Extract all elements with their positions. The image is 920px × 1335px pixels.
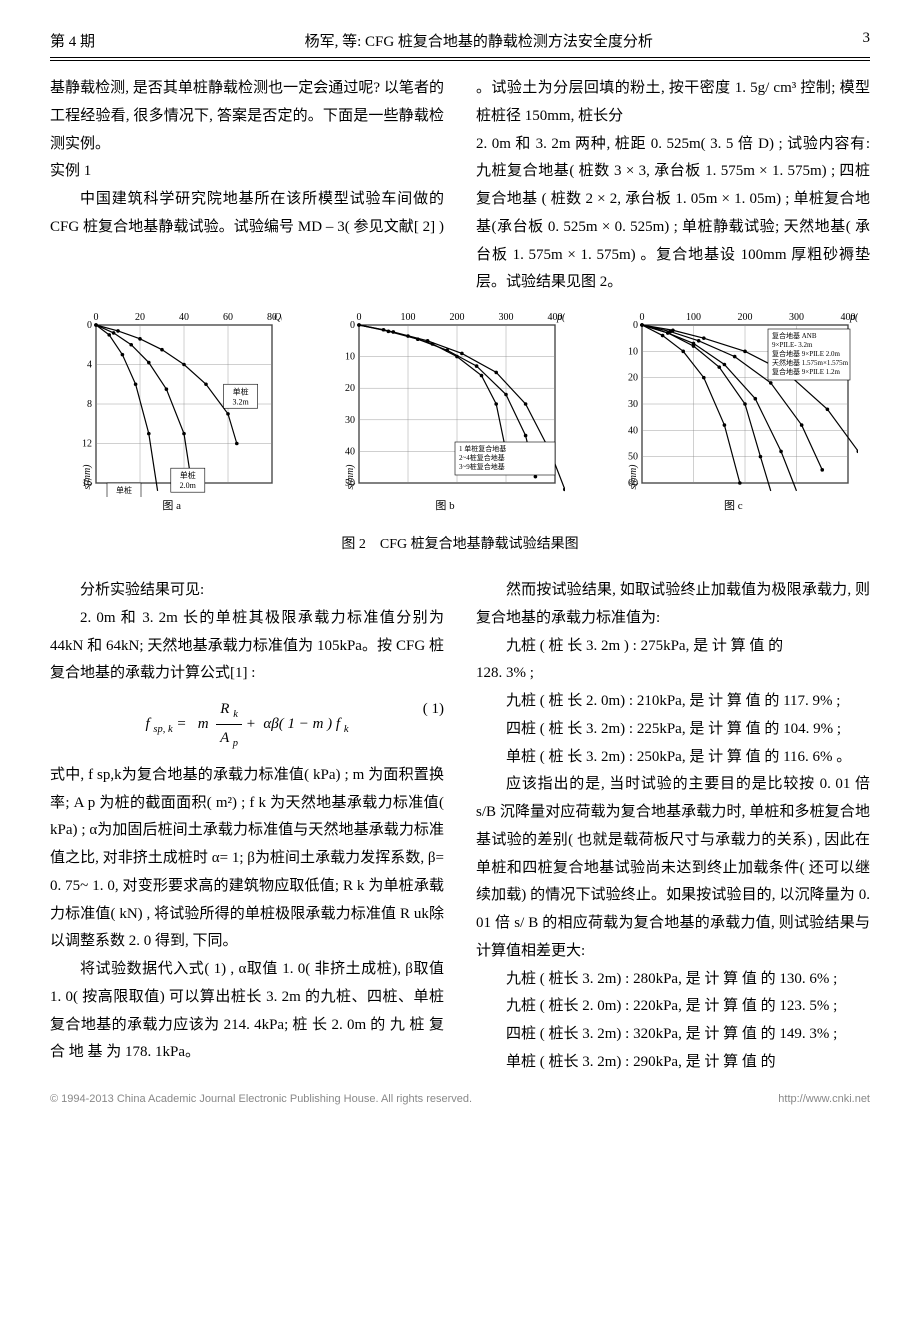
upper-text-block: 基静载检测, 是否其单桩静载检测也一定会通过呢? 以笔者的工程经验看, 很多情况… [50, 75, 870, 297]
svg-text:9×PILE- 3.2m: 9×PILE- 3.2m [772, 341, 813, 349]
svg-text:s(mm): s(mm) [82, 464, 93, 490]
svg-text:单桩: 单桩 [179, 470, 195, 480]
svg-text:3~9桩复合地基: 3~9桩复合地基 [459, 462, 505, 471]
svg-text:100: 100 [400, 312, 415, 323]
svg-text:复合地基 9×PILE 1.2m: 复合地基 9×PILE 1.2m [772, 367, 840, 376]
svg-text:0: 0 [640, 312, 645, 323]
para: 将试验数据代入式( 1) , α取值 1. 0( 非挤土成桩), β取值 1. … [50, 956, 444, 1067]
svg-text:0: 0 [350, 320, 355, 331]
subplot-label: 图 c [608, 497, 858, 513]
svg-text:40: 40 [345, 446, 355, 457]
footer-right: http://www.cnki.net [778, 1093, 870, 1105]
para: 应该指出的是, 当时试验的主要目的是比较按 0. 01 倍 s/B 沉降量对应荷… [476, 771, 870, 965]
lower-text-block: 分析实验结果可见: 2. 0m 和 3. 2m 长的单桩其极限承载力标准值分别为… [50, 577, 870, 1077]
svg-text:10: 10 [345, 352, 355, 363]
svg-text:200: 200 [449, 312, 464, 323]
svg-text:1 单桩复合地基: 1 单桩复合地基 [459, 444, 506, 453]
svg-text:复合地基 ANB: 复合地基 ANB [772, 331, 817, 340]
svg-text:12: 12 [82, 439, 92, 450]
para: 单桩 ( 桩 长 3. 2m) : 250kPa, 是 计 算 值 的 116.… [476, 744, 870, 772]
svg-text:0: 0 [356, 312, 361, 323]
para: 式中, f sp,k为复合地基的承载力标准值( kPa) ; m 为面积置换率;… [50, 762, 444, 956]
para: 九桩 ( 桩长 2. 0m) : 220kPa, 是 计 算 值 的 123. … [476, 993, 870, 1021]
para: 四桩 ( 桩 长 3. 2m) : 225kPa, 是 计 算 值 的 104.… [476, 716, 870, 744]
para: 九桩 ( 桩长 3. 2m) : 280kPa, 是 计 算 值 的 130. … [476, 966, 870, 994]
svg-text:2~4桩复合地基: 2~4桩复合地基 [459, 453, 505, 462]
formula-1: f sp, k = m R kA p + αβ( 1 − m ) f k ( 1… [50, 696, 444, 754]
svg-text:0: 0 [87, 320, 92, 331]
subplot-label: 图 a [62, 497, 282, 513]
header-left: 第 4 期 [50, 30, 95, 51]
chart-b: 010020030040001020304050p(kPa)s(mm)1 单桩复… [325, 307, 565, 513]
footer-left: © 1994-2013 China Academic Journal Elect… [50, 1093, 472, 1105]
figure-caption: 图 2 CFG 桩复合地基静载试验结果图 [50, 533, 870, 553]
svg-text:20: 20 [628, 373, 638, 384]
svg-text:20: 20 [135, 312, 145, 323]
para: 分析实验结果可见: [50, 577, 444, 605]
para: 九桩 ( 桩 长 2. 0m) : 210kPa, 是 计 算 值 的 117.… [476, 688, 870, 716]
svg-text:Q(kN): Q(kN) [274, 312, 282, 323]
svg-text:20: 20 [345, 383, 355, 394]
svg-text:30: 30 [628, 399, 638, 410]
svg-text:1.2m: 1.2m [116, 496, 133, 497]
header-center: 杨军, 等: CFG 桩复合地基的静载检测方法安全度分析 [305, 30, 653, 51]
svg-text:天然地基 1.575m×1.575m: 天然地基 1.575m×1.575m [772, 358, 849, 367]
running-head: 第 4 期 杨军, 等: CFG 桩复合地基的静载检测方法安全度分析 3 [50, 30, 870, 55]
para: 单桩 ( 桩长 3. 2m) : 290kPa, 是 计 算 值 的 [476, 1049, 870, 1077]
para: 然而按试验结果, 如取试验终止加载值为极限承载力, 则复合地基的承载力标准值为: [476, 577, 870, 633]
svg-text:3.2m: 3.2m [232, 397, 249, 406]
svg-text:单桩: 单桩 [116, 485, 132, 495]
svg-text:300: 300 [498, 312, 513, 323]
svg-text:40: 40 [179, 312, 189, 323]
svg-text:0: 0 [633, 320, 638, 331]
para: 基静载检测, 是否其单桩静载检测也一定会通过呢? 以笔者的工程经验看, 很多情况… [50, 75, 444, 158]
svg-text:s(mm): s(mm) [345, 464, 356, 490]
chart-a: 0204060800481216Q(kN)s(mm)单桩3.2m单桩2.0m单桩… [62, 307, 282, 513]
para: 128. 3% ; [476, 660, 870, 688]
svg-text:0: 0 [93, 312, 98, 323]
figure-2-charts: 0204060800481216Q(kN)s(mm)单桩3.2m单桩2.0m单桩… [50, 307, 870, 513]
footer: © 1994-2013 China Academic Journal Elect… [0, 1087, 920, 1115]
svg-text:p(kPa): p(kPa) [849, 312, 858, 323]
svg-text:300: 300 [789, 312, 804, 323]
eq-number: ( 1) [423, 696, 444, 724]
subplot-label: 图 b [325, 497, 565, 513]
header-right: 3 [863, 30, 871, 51]
svg-text:复合地基 9×PILE 2.0m: 复合地基 9×PILE 2.0m [772, 349, 840, 358]
svg-text:8: 8 [87, 399, 92, 410]
example-label: 实例 1 [50, 158, 444, 186]
svg-text:4: 4 [87, 360, 92, 371]
svg-text:p(kPa): p(kPa) [556, 312, 565, 323]
svg-text:10: 10 [628, 346, 638, 357]
svg-text:50: 50 [628, 452, 638, 463]
para: 九桩 ( 桩 长 3. 2m ) : 275kPa, 是 计 算 值 的 [476, 633, 870, 661]
para: 2. 0m 和 3. 2m 两种, 桩距 0. 525m( 3. 5 倍 D) … [476, 131, 870, 298]
para: 四桩 ( 桩长 3. 2m) : 320kPa, 是 计 算 值 的 149. … [476, 1021, 870, 1049]
svg-text:60: 60 [223, 312, 233, 323]
svg-text:30: 30 [345, 415, 355, 426]
svg-text:s(mm): s(mm) [628, 464, 639, 490]
chart-c: 01002003004000102030405060p(kPa)s(mm)复合地… [608, 307, 858, 513]
svg-text:2.0m: 2.0m [179, 481, 196, 490]
svg-text:200: 200 [738, 312, 753, 323]
svg-text:100: 100 [686, 312, 701, 323]
svg-text:单桩: 单桩 [232, 386, 248, 396]
para: 2. 0m 和 3. 2m 长的单桩其极限承载力标准值分别为 44kN 和 64… [50, 605, 444, 688]
svg-text:40: 40 [628, 425, 638, 436]
